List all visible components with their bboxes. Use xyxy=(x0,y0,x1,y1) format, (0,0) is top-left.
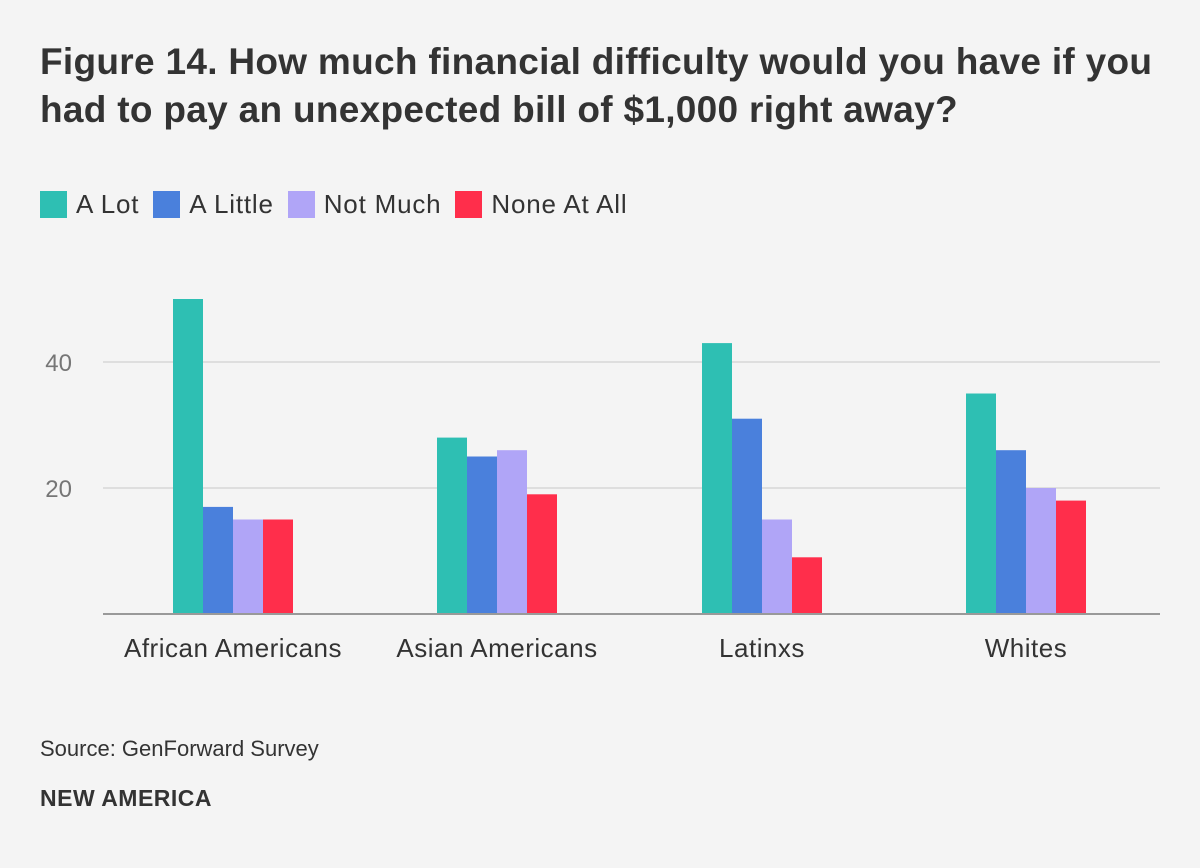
bar-whites-not-much xyxy=(1026,488,1056,614)
legend-label-a-lot: A Lot xyxy=(76,189,140,219)
bar-african-americans-a-lot xyxy=(173,299,203,614)
legend-item-a-lot: A Lot xyxy=(40,189,139,220)
bar-latinxs-none-at-all xyxy=(792,557,822,614)
x-tick-label-whites: Whites xyxy=(985,633,1067,663)
bar-latinxs-a-lot xyxy=(702,343,732,614)
y-tick-label-20: 20 xyxy=(45,476,72,503)
x-tick-label-asian-americans: Asian Americans xyxy=(396,633,597,663)
bar-latinxs-not-much xyxy=(762,519,792,614)
bar-asian-americans-none-at-all xyxy=(527,494,557,614)
bar-latinxs-a-little xyxy=(732,418,762,614)
bar-asian-americans-a-little xyxy=(467,456,497,614)
bar-asian-americans-not-much xyxy=(497,450,527,614)
legend-swatch-a-little xyxy=(153,191,181,218)
x-tick-label-african-americans: African Americans xyxy=(124,633,342,663)
bar-african-americans-none-at-all xyxy=(263,519,293,614)
brand-wordmark: NEW AMERICA xyxy=(40,785,213,811)
bar-asian-americans-a-lot xyxy=(437,437,467,614)
bar-african-americans-not-much xyxy=(233,519,263,614)
legend-swatch-a-lot xyxy=(40,191,67,218)
bar-chart: 20 40 African Americans Asian Americans Lati… xyxy=(45,299,1160,663)
bar-whites-none-at-all xyxy=(1056,500,1086,614)
chart-legend: A Lot A Little Not Much None At All xyxy=(40,189,641,220)
legend-swatch-not-much xyxy=(287,191,315,218)
legend-item-a-little: A Little xyxy=(153,189,273,220)
legend-item-none-at-all: None At All xyxy=(455,189,627,220)
legend-label-none-at-all: None At All xyxy=(491,189,628,219)
bar-whites-a-lot xyxy=(966,393,996,614)
y-tick-label-40: 40 xyxy=(45,350,72,377)
chart-title: Figure 14. How much financial difficulty… xyxy=(40,41,1153,130)
legend-label-not-much: Not Much xyxy=(323,189,442,219)
legend-swatch-none-at-all xyxy=(455,191,483,218)
bar-whites-a-little xyxy=(996,450,1026,614)
source-note: Source: GenForward Survey xyxy=(40,736,319,761)
bar-african-americans-a-little xyxy=(203,506,233,614)
x-tick-label-latinxs: Latinxs xyxy=(719,633,805,663)
legend-label-a-little: A Little xyxy=(189,189,274,219)
legend-item-not-much: Not Much xyxy=(287,189,442,220)
